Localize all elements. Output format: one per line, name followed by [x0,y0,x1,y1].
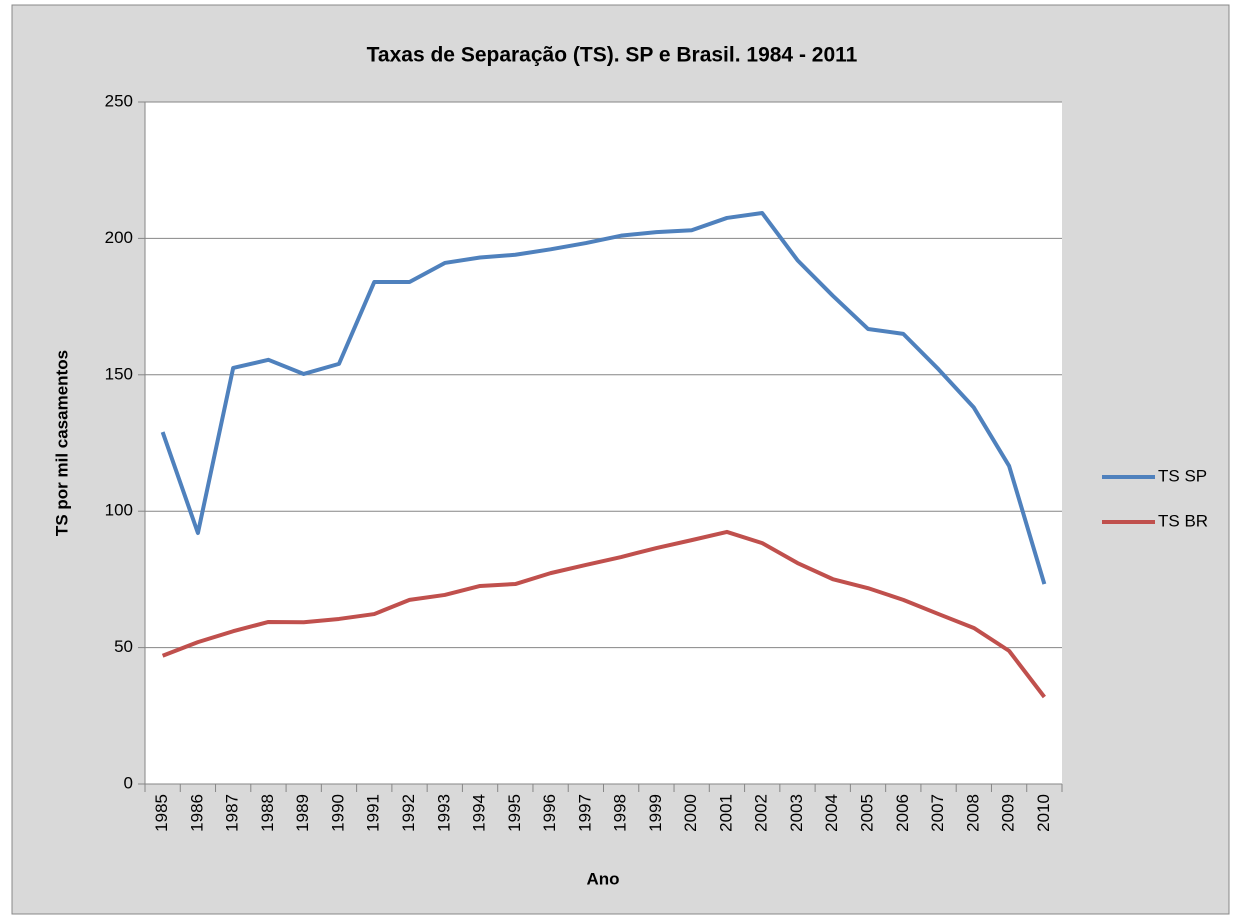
x-tick-label: 2003 [787,794,806,832]
y-tick-label: 50 [114,637,133,656]
legend-label: TS BR [1158,511,1208,530]
x-tick-label: 1990 [328,794,347,832]
x-tick-label: 1987 [223,794,242,832]
x-tick-label: 1999 [646,794,665,832]
y-tick-label: 250 [105,91,133,110]
x-tick-label: 2001 [716,794,735,832]
legend-label: TS SP [1158,466,1207,485]
x-axis-label: Ano [586,869,619,888]
y-tick-label: 100 [105,501,133,520]
x-tick-label: 1989 [293,794,312,832]
series-line [161,529,1046,699]
x-tick-label: 1985 [152,794,171,832]
x-tick-label: 1995 [505,794,524,832]
x-tick-label: 1986 [187,794,206,832]
y-tick-label: 0 [124,773,133,792]
plot-area [145,102,1062,784]
y-tick-label: 150 [105,364,133,383]
x-tick-label: 2005 [858,794,877,832]
x-tick-label: 1991 [364,794,383,832]
x-tick-label: 1993 [434,794,453,832]
x-tick-label: 2008 [963,794,982,832]
x-tick-label: 1998 [611,794,630,832]
x-tick-label: 1997 [575,794,594,832]
x-tick-label: 2004 [822,794,841,832]
x-tick-label: 1996 [540,794,559,832]
x-tick-label: 1992 [399,794,418,832]
y-tick-label: 200 [105,228,133,247]
chart-title: Taxas de Separação (TS). SP e Brasil. 19… [367,44,858,67]
x-tick-label: 1988 [258,794,277,832]
x-tick-label: 2007 [928,794,947,832]
x-tick-label: 2006 [893,794,912,832]
y-axis-label: TS por mil casamentos [52,350,71,536]
x-tick-label: 1994 [470,794,489,832]
x-tick-label: 2010 [1034,794,1053,832]
x-tick-label: 2002 [752,794,771,832]
x-tick-label: 2009 [999,794,1018,832]
x-tick-label: 2000 [681,794,700,832]
series-line [160,211,1047,585]
